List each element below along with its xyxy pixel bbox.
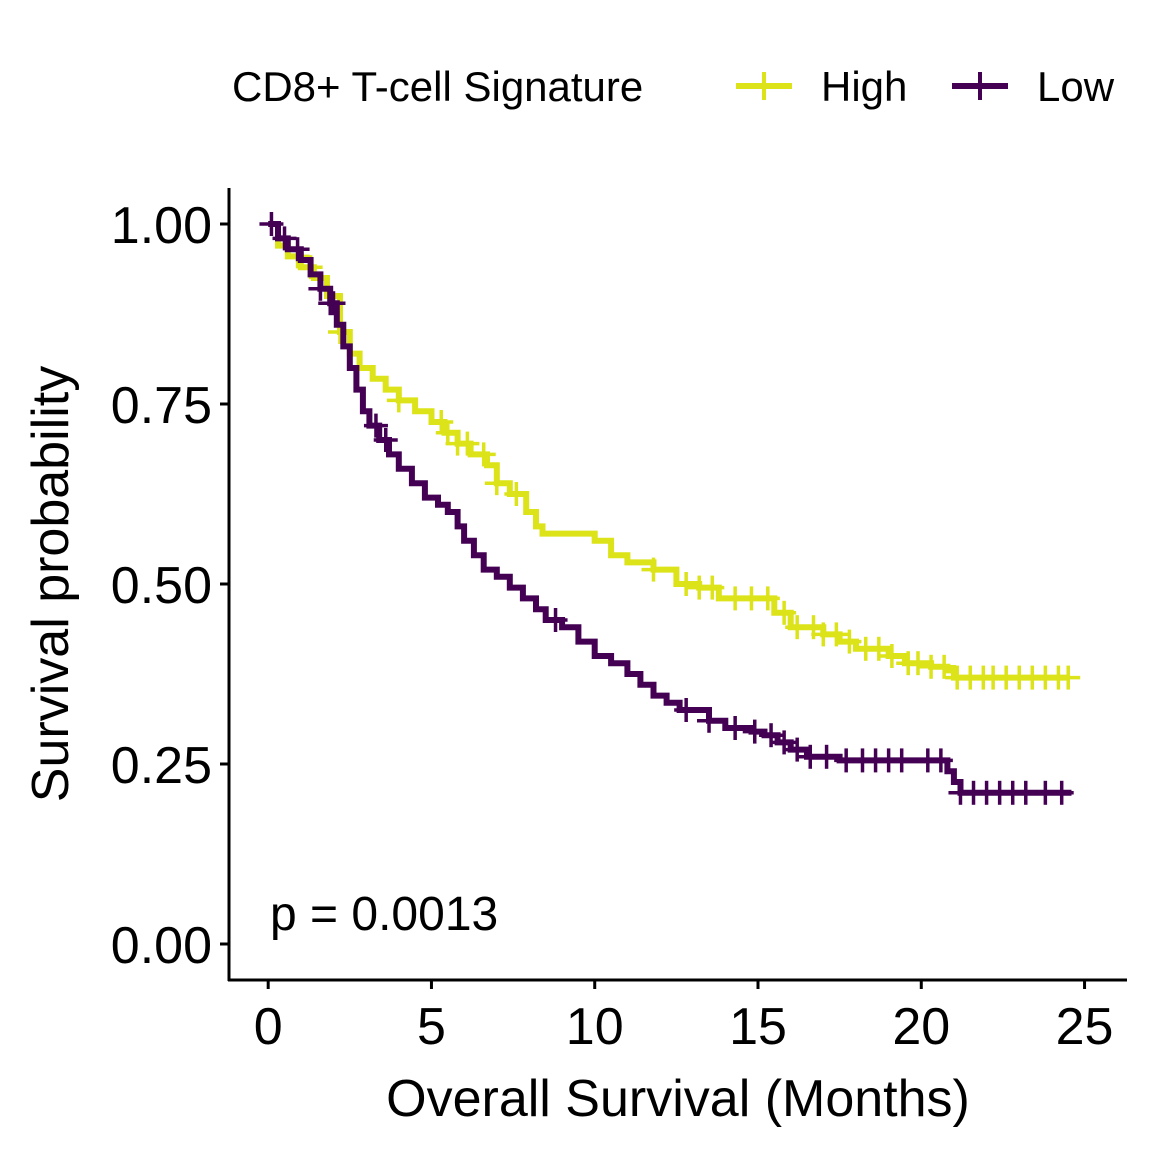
censor-mark-high [866, 636, 891, 661]
y-tick-label: 0.00 [111, 917, 212, 975]
censor-mark-low [889, 748, 914, 773]
censor-mark-low [1049, 780, 1074, 805]
censor-mark-high [837, 629, 862, 654]
censor-mark-low [272, 226, 297, 251]
censor-mark-high [1056, 665, 1081, 690]
censor-mark-high [906, 651, 931, 676]
x-tick-label: 10 [566, 998, 624, 1056]
censor-mark-high [932, 654, 957, 679]
censor-mark-low [674, 698, 699, 722]
censor-mark-low [814, 744, 839, 769]
y-ticks: 0.00 0.25 0.50 0.75 1.00 [111, 197, 229, 975]
y-tick-label: 0.75 [111, 377, 212, 435]
censor-mark-high [455, 431, 480, 456]
censor-mark-low [697, 708, 722, 733]
censor-mark-low [772, 730, 797, 755]
x-tick-label: 5 [417, 998, 446, 1056]
y-axis-title: Survival probability [22, 366, 80, 802]
censor-mark-high [674, 572, 699, 596]
legend: CD8+ T-cell Signature High Low [232, 63, 1115, 110]
legend-title: CD8+ T-cell Signature [232, 63, 643, 110]
axes: 0.00 0.25 0.50 0.75 1.00 0 5 10 15 20 25 [111, 188, 1127, 1056]
survival-curve-low [268, 221, 1072, 796]
series-high [268, 221, 1081, 690]
censor-mark-high [471, 442, 496, 467]
censor-mark-low [321, 291, 346, 316]
x-ticks: 0 5 10 15 20 25 [254, 980, 1114, 1056]
y-tick-label: 0.25 [111, 737, 212, 795]
censor-mark-low [928, 748, 953, 773]
censor-mark-high [435, 420, 460, 445]
censor-mark-low [285, 237, 310, 262]
censor-mark-high [755, 586, 780, 611]
censor-mark-low [308, 276, 333, 301]
legend-label-high: High [821, 63, 907, 110]
y-tick-label: 0.50 [111, 557, 212, 615]
censor-mark-low [543, 608, 568, 632]
censor-mark-high [386, 388, 411, 413]
x-axis-title: Overall Survival (Months) [386, 1070, 970, 1128]
censor-mark-low [363, 413, 388, 438]
x-tick-label: 0 [254, 998, 283, 1056]
censor-mark-high [484, 471, 509, 496]
y-tick-label: 1.00 [111, 197, 212, 255]
censor-mark-low [759, 723, 784, 748]
censor-mark-high [772, 600, 797, 625]
censor-mark-low [785, 737, 810, 762]
censor-mark-low [259, 212, 284, 236]
censor-mark-high [504, 482, 529, 506]
legend-label-low: Low [1037, 63, 1115, 110]
legend-key-high [736, 72, 792, 100]
legend-key-low [952, 72, 1008, 100]
censor-mark-low [723, 716, 748, 740]
series-layer [259, 212, 1081, 805]
x-tick-label: 20 [892, 998, 950, 1056]
censor-mark-high [641, 557, 666, 582]
censor-mark-low [742, 719, 767, 744]
censor-mark-high [700, 575, 725, 600]
p-value-annotation: p = 0.0013 [270, 888, 498, 941]
censor-mark-high [879, 644, 904, 668]
x-tick-label: 15 [729, 998, 787, 1056]
censor-mark-low [373, 428, 398, 452]
series-low [259, 212, 1074, 805]
x-tick-label: 25 [1056, 998, 1114, 1056]
censor-mark-high [824, 622, 849, 647]
